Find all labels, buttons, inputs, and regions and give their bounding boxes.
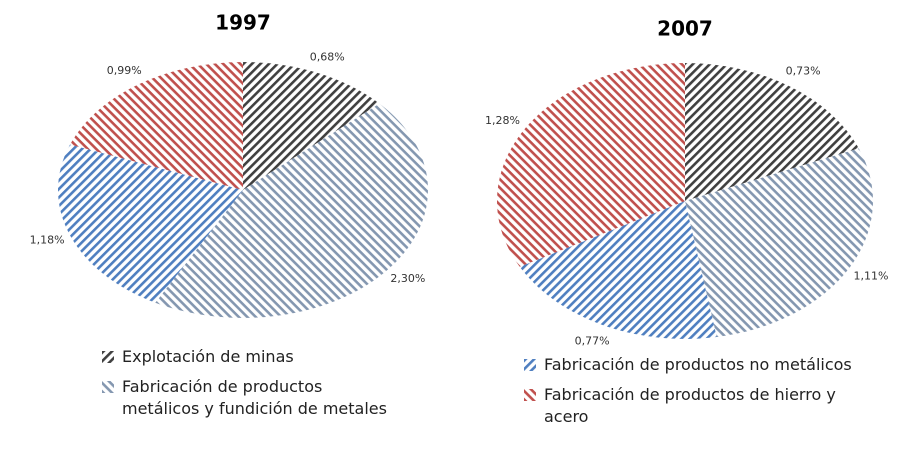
data-label: 0,73% xyxy=(786,64,821,77)
pie-slice xyxy=(519,201,717,339)
pie-slice xyxy=(685,63,859,201)
legend-item: Explotación de minas xyxy=(100,346,400,368)
legend-label: Fabricación de productos no metálicos xyxy=(544,355,852,374)
legend: Fabricación de productos no metálicos Fa… xyxy=(522,354,852,436)
data-label: 1,18% xyxy=(30,234,65,247)
data-label: 1,11% xyxy=(853,269,888,282)
legend-icon xyxy=(524,359,536,371)
data-label: 0,68% xyxy=(310,51,345,64)
legend: Explotación de minas Fabricación de prod… xyxy=(100,346,400,428)
legend-swatch xyxy=(102,381,114,393)
legend-icon xyxy=(524,389,536,401)
data-label: 0,77% xyxy=(575,334,610,347)
legend-swatch xyxy=(524,359,536,371)
chart-title: 1997 xyxy=(215,11,271,35)
legend-item: Fabricación de productos no metálicos xyxy=(522,354,852,376)
pie-slice xyxy=(155,103,429,318)
legend-icon xyxy=(102,381,114,393)
pie-slice xyxy=(58,144,244,303)
legend-item: Fabricación de productos de hierro y ace… xyxy=(522,384,852,428)
legend-label: Explotación de minas xyxy=(122,347,294,366)
pie-slice xyxy=(497,63,685,267)
chart-title: 2007 xyxy=(657,17,713,41)
legend-swatch xyxy=(102,351,114,363)
pie-slice xyxy=(243,62,380,190)
data-label: 1,28% xyxy=(485,114,520,127)
pie-slice xyxy=(685,148,873,338)
legend-swatch xyxy=(524,389,536,401)
data-label: 2,30% xyxy=(390,272,425,285)
legend-icon xyxy=(102,351,114,363)
legend-label: Fabricación de productos de hierro y ace… xyxy=(544,385,836,426)
legend-item: Fabricación de productos metálicos y fun… xyxy=(100,376,400,420)
data-label: 0,99% xyxy=(107,64,142,77)
legend-label: Fabricación de productos metálicos y fun… xyxy=(122,377,387,418)
pie-slice xyxy=(70,62,243,190)
